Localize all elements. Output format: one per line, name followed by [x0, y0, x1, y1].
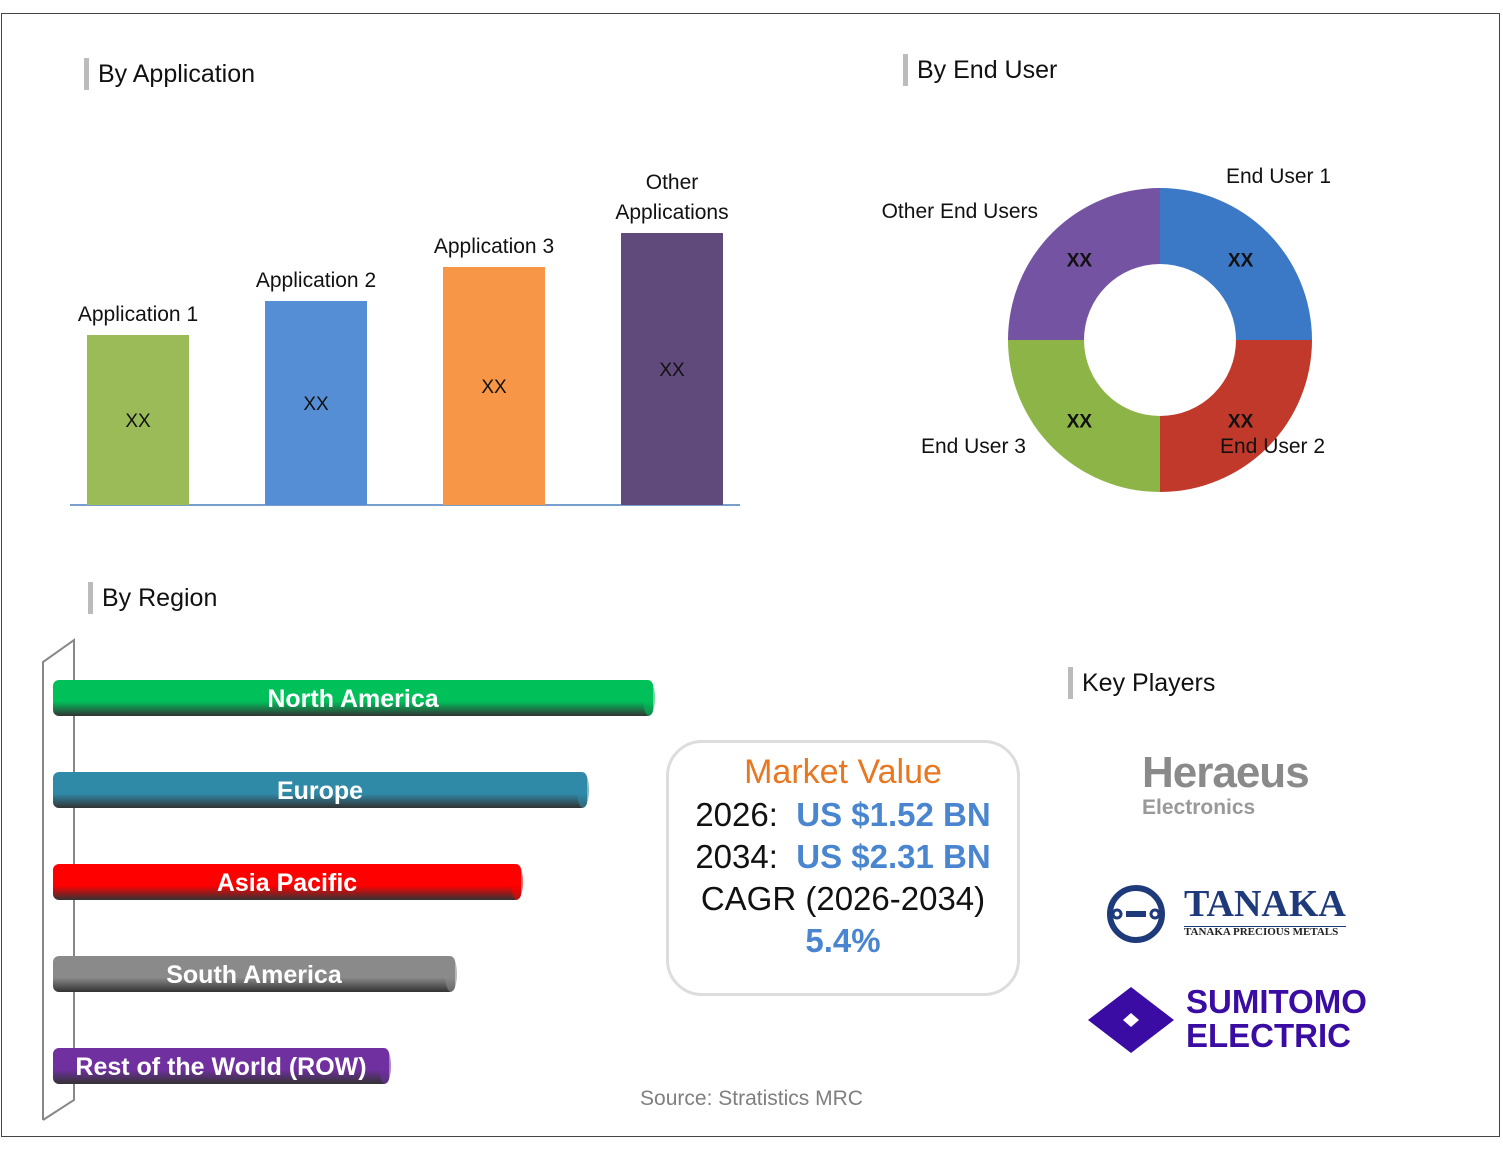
year-2026: 2026:	[695, 796, 778, 833]
value-2026: US $1.52 BN	[796, 796, 991, 833]
region-bar-2	[53, 772, 587, 808]
section-title-application: By Application	[84, 58, 255, 90]
cagr-value: 5.4%	[805, 922, 881, 959]
bar-4	[621, 233, 723, 505]
category-label: Applications	[615, 201, 728, 224]
bar-3	[443, 267, 545, 505]
slice-category-label: End User 3	[921, 435, 1026, 458]
bar-data-label: XX	[659, 360, 685, 381]
bar-end-cap	[643, 680, 655, 716]
slice-category-label: End User 2	[1220, 435, 1325, 458]
region-label: South America	[166, 961, 343, 989]
region-label: North America	[267, 685, 439, 713]
region-bar-3	[53, 864, 521, 900]
market-value-box: Market Value 2026: US $1.52 BN 2034: US …	[666, 740, 1020, 996]
bar-data-label: XX	[481, 377, 507, 398]
heraeus-logo: Heraeus Electronics	[1142, 748, 1310, 819]
slice-data-label: XX	[1067, 412, 1093, 433]
bar-2	[265, 301, 367, 505]
bar-data-label: XX	[303, 394, 329, 415]
category-label: Application 3	[434, 235, 554, 258]
category-label: Application 1	[78, 303, 198, 326]
frame	[1, 13, 1500, 1137]
category-label: Other	[646, 171, 699, 194]
bar-data-label: XX	[125, 411, 151, 432]
region-label: Asia Pacific	[217, 869, 357, 897]
axis-wall	[42, 638, 75, 1121]
region-label: Europe	[277, 777, 363, 805]
section-title-end-user: By End User	[903, 54, 1057, 86]
bar-end-cap	[511, 864, 523, 900]
bar-end-cap	[445, 956, 457, 992]
application-bar-chart: XX Application 1 XX Application 2 XX Applicat…	[70, 171, 740, 506]
sumitomo-emblem-icon	[1088, 987, 1174, 1053]
tanaka-emblem-icon	[1107, 885, 1165, 943]
region-label: Rest of the World (ROW)	[75, 1053, 366, 1081]
slice-data-label: XX	[1228, 412, 1254, 433]
donut-slice-1	[1160, 188, 1312, 340]
donut-slice-2	[1160, 340, 1312, 492]
region-bar-5	[53, 1048, 389, 1084]
donut-slice-4	[1008, 188, 1160, 340]
source-note: Source: Stratistics MRC	[640, 1087, 863, 1110]
slice-data-label: XX	[1228, 250, 1254, 271]
region-bar-1	[53, 680, 653, 716]
region-bar-chart: North America Europe Asia Pacific South Ame…	[42, 638, 655, 1121]
slice-category-label: Other End Users	[882, 200, 1038, 223]
region-bar-4	[53, 956, 455, 992]
section-title-key-players: Key Players	[1068, 667, 1215, 699]
market-value-title: Market Value	[744, 753, 942, 791]
slice-category-label: End User 1	[1226, 165, 1331, 188]
donut-slice-3	[1008, 340, 1160, 492]
section-title-region: By Region	[88, 582, 217, 614]
year-2034: 2034:	[695, 838, 778, 875]
cagr-label: CAGR (2026-2034)	[700, 880, 986, 917]
bar-end-cap	[577, 772, 589, 808]
bar-end-cap	[379, 1048, 391, 1084]
bar-1	[87, 335, 189, 505]
category-label: Application 2	[256, 269, 376, 292]
slice-data-label: XX	[1067, 250, 1093, 271]
value-2034: US $2.31 BN	[796, 838, 991, 875]
